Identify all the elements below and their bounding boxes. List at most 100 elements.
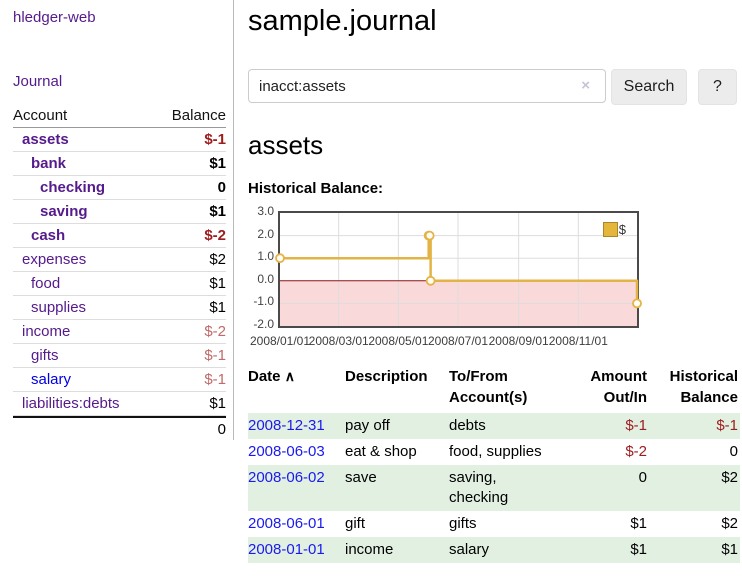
account-balance: $-1 [204, 131, 226, 148]
accounts-total-value: 0 [217, 421, 226, 438]
historical-balance-chart: 3.0 2.0 1.0 0.0 -1.0 -2.0 $ 2008/01/01 2008/03… [248, 204, 742, 351]
x-tick-label: 2008/09/01 [488, 334, 549, 348]
y-tick-label: 1.0 [257, 249, 274, 264]
account-balance: $-1 [204, 347, 226, 364]
date-column-header[interactable]: Date ∧ [248, 364, 345, 413]
account-link-expenses[interactable]: expenses [22, 251, 87, 268]
y-tick-label: -1.0 [253, 294, 274, 309]
account-link-salary[interactable]: salary [31, 371, 72, 388]
register-row: 2008-12-31 pay off debts $-1 $-1 [248, 413, 740, 439]
clear-search-icon[interactable]: × [581, 77, 590, 94]
account-link-gifts[interactable]: gifts [31, 347, 59, 364]
account-row: saving $1 [13, 200, 226, 224]
account-heading: assets [248, 130, 324, 160]
account-row: liabilities:debts $1 [13, 392, 226, 416]
account-link-cash[interactable]: cash [31, 227, 66, 244]
x-tick-label: 2008/05/01 [368, 334, 429, 348]
transaction-date-link[interactable]: 2008-06-02 [248, 469, 325, 486]
account-link-checking[interactable]: checking [40, 179, 106, 196]
transaction-date-link[interactable]: 2008-06-01 [248, 515, 325, 532]
register-row: 2008-06-02 save saving, checking 0 $2 [248, 465, 740, 511]
transaction-accounts: gifts [449, 515, 477, 532]
account-link-income[interactable]: income [22, 323, 71, 340]
amount-column-header: Amount Out/In [590, 368, 647, 406]
account-link-food[interactable]: food [31, 275, 61, 292]
transaction-balance: $2 [721, 515, 738, 532]
account-balance: $-2 [204, 323, 226, 340]
transaction-accounts: saving, checking [449, 469, 509, 506]
account-row: supplies $1 [13, 296, 226, 320]
data-point-marker [632, 298, 642, 309]
account-row: gifts $-1 [13, 344, 226, 368]
account-balance: $1 [209, 275, 226, 292]
help-button[interactable]: ? [698, 69, 737, 105]
y-tick-label: 3.0 [257, 204, 274, 218]
x-tick-label: 2008/03/01 [308, 334, 369, 348]
register-table: Date ∧ Description To/From Account(s) Am… [248, 364, 740, 563]
sort-ascending-icon: ∧ [284, 368, 295, 384]
chart-title: Historical Balance: [248, 180, 384, 197]
chart-legend: $ [602, 222, 626, 237]
data-point-marker [424, 230, 435, 241]
account-balance: $1 [209, 203, 226, 220]
app-brand-link[interactable]: hledger-web [13, 9, 96, 26]
transaction-description: gift [345, 515, 366, 532]
register-header-row: Date ∧ Description To/From Account(s) Am… [248, 364, 740, 413]
account-row: expenses $2 [13, 248, 226, 272]
main-content: sample.journal × Search ? assets Histori… [248, 0, 742, 563]
x-tick-label: 2008/07/01 [427, 334, 489, 348]
account-row: cash $-2 [13, 224, 226, 248]
account-balance: 0 [217, 179, 226, 196]
balance-column-header: Historical Balance [669, 368, 738, 406]
transaction-amount: $1 [630, 541, 647, 558]
register-row: 2008-06-01 gift gifts $1 $2 [248, 511, 740, 537]
transaction-amount: $1 [630, 515, 647, 532]
accounts-column-header: To/From Account(s) [449, 368, 528, 406]
description-column-header: Description [345, 368, 428, 385]
search-form: × Search ? [248, 69, 742, 105]
transaction-balance: $-1 [716, 417, 738, 434]
x-tick-label: 2008/11/01 [548, 334, 608, 348]
account-row: assets $-1 [13, 128, 226, 152]
accounts-table-header: Account Balance [13, 104, 226, 128]
data-point-marker [425, 275, 436, 286]
transaction-description: save [345, 469, 377, 486]
account-balance: $-1 [204, 371, 226, 388]
account-row: income $-2 [13, 320, 226, 344]
transaction-balance: 0 [729, 443, 738, 460]
account-balance: $1 [209, 299, 226, 316]
transaction-amount: 0 [638, 469, 647, 486]
transaction-date-link[interactable]: 2008-01-01 [248, 541, 325, 558]
date-header-label: Date [248, 368, 281, 385]
y-tick-label: -2.0 [253, 317, 274, 331]
account-link-liabilities-debts[interactable]: liabilities:debts [22, 395, 120, 412]
sidebar-item-journal[interactable]: Journal [13, 73, 63, 90]
search-input[interactable] [248, 69, 606, 103]
account-balance: $1 [209, 155, 226, 172]
transaction-accounts: food, supplies [449, 443, 542, 460]
legend-swatch-icon [602, 222, 618, 237]
account-link-bank[interactable]: bank [31, 155, 67, 172]
register-row: 2008-06-03 eat & shop food, supplies $-2… [248, 439, 740, 465]
account-link-assets[interactable]: assets [22, 131, 69, 148]
transaction-description: eat & shop [345, 443, 417, 460]
page-title: sample.journal [248, 5, 437, 37]
account-row: bank $1 [13, 152, 226, 176]
register-row: 2008-01-01 income salary $1 $1 [248, 537, 740, 563]
x-tick-label: 2008/01/01 [249, 334, 311, 348]
chart-plot-area: $ [275, 211, 642, 328]
balance-column-header: Balance [171, 107, 226, 124]
transaction-description: pay off [345, 417, 390, 434]
account-balance: $-2 [204, 227, 226, 244]
transaction-date-link[interactable]: 2008-12-31 [248, 417, 325, 434]
transaction-amount: $-1 [625, 417, 647, 434]
data-point-marker [275, 253, 285, 264]
transaction-date-link[interactable]: 2008-06-03 [248, 443, 325, 460]
transaction-accounts: salary [449, 541, 490, 558]
accounts-balance-table: Account Balance assets $-1 bank $1 check… [13, 104, 226, 442]
search-input-wrap: × [248, 69, 606, 103]
search-button[interactable]: Search [611, 69, 687, 105]
account-link-supplies[interactable]: supplies [31, 299, 87, 316]
account-balance: $2 [209, 251, 226, 268]
account-link-saving[interactable]: saving [40, 203, 88, 220]
